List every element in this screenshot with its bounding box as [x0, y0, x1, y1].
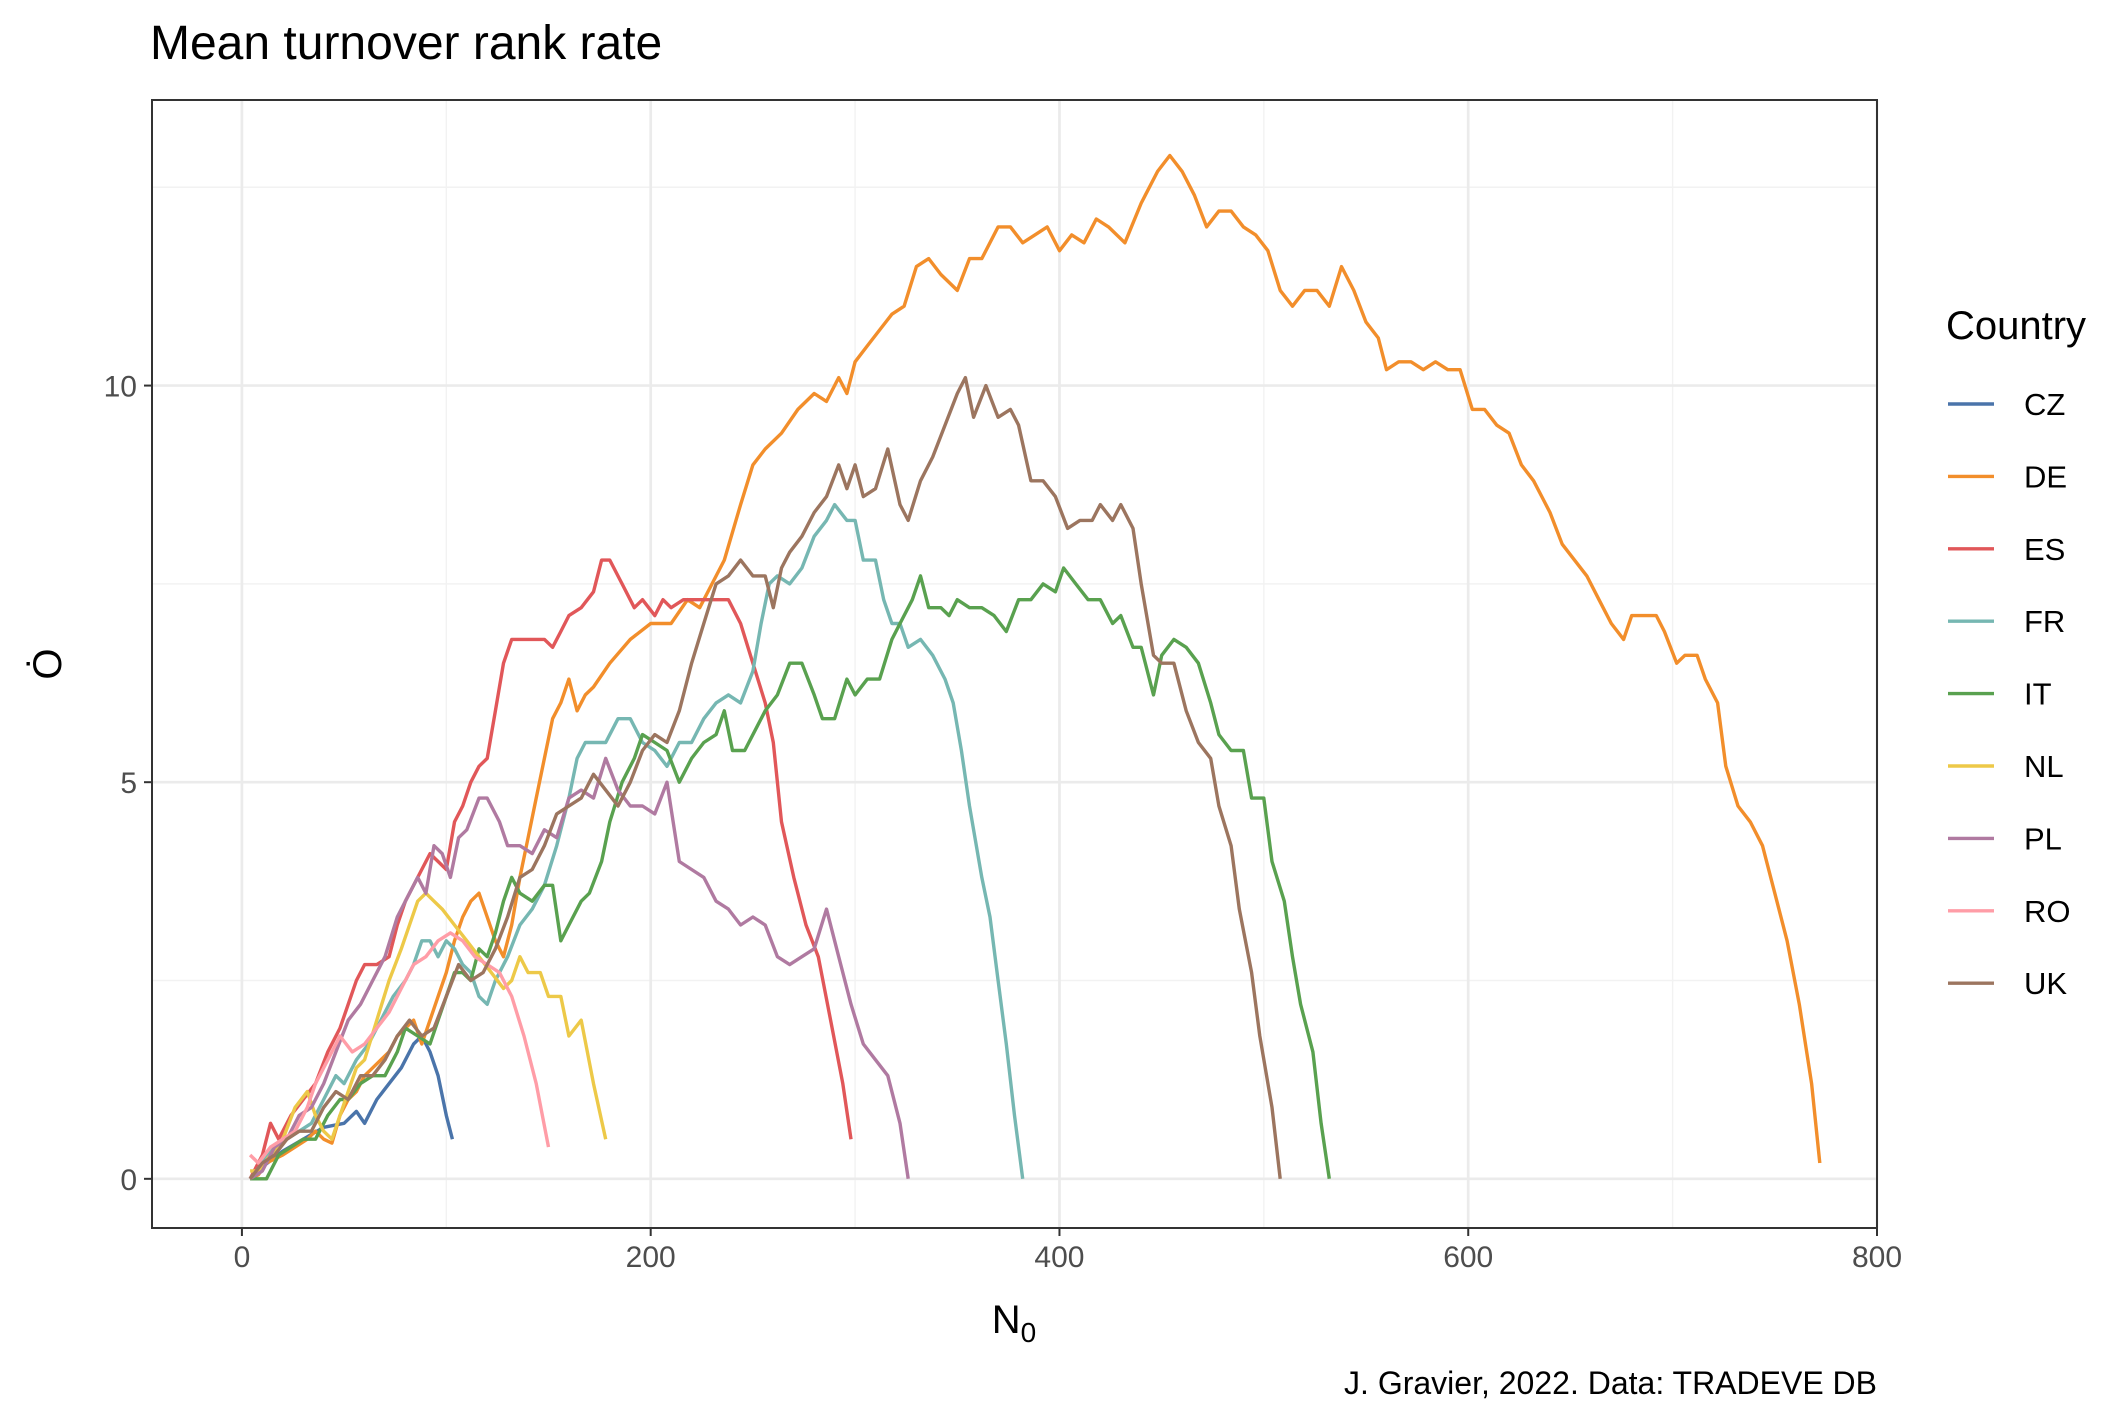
legend-label-cz: CZ [2024, 387, 2065, 422]
y-axis: 0 5 10 [104, 371, 152, 1197]
minor-gridlines [152, 100, 1877, 1228]
x-axis-title-subscript: 0 [1021, 1317, 1037, 1348]
x-tick-label: 0 [234, 1241, 251, 1274]
plot-panel [151, 99, 1879, 1229]
legend-label-uk: UK [2024, 966, 2067, 1001]
legend-label-nl: NL [2024, 749, 2064, 784]
legend-label-fr: FR [2024, 604, 2065, 639]
x-tick-label: 800 [1852, 1241, 1902, 1274]
x-axis-title: N0 [992, 1298, 1036, 1348]
series-line-nl [250, 891, 608, 1173]
x-axis-title-main: N [992, 1298, 1021, 1342]
legend-label-pl: PL [2024, 821, 2062, 856]
legend-label-de: DE [2024, 459, 2067, 494]
x-tick-label: 400 [1034, 1241, 1084, 1274]
legend-title: Country [1946, 304, 2086, 348]
legend-label-it: IT [2024, 677, 2052, 712]
series-line-fr [248, 502, 1025, 1180]
series-line-uk [248, 375, 1282, 1180]
legend-items: CZ DE ES FR IT NL PL RO UK [1948, 387, 2071, 1001]
legend-label-ro: RO [2024, 894, 2071, 929]
x-axis: 0 200 400 600 800 [234, 1228, 1902, 1274]
y-tick-label: 0 [120, 1164, 137, 1197]
series-line-ro [248, 931, 551, 1165]
series-line-pl [249, 756, 910, 1181]
y-axis-title: Ȯ [25, 648, 70, 679]
legend-label-es: ES [2024, 532, 2065, 567]
series-lines [248, 153, 1822, 1181]
series-line-es [248, 558, 853, 1180]
panel-background [152, 100, 1877, 1228]
panel-border [151, 99, 1878, 1229]
series-line-de [249, 153, 1822, 1181]
chart-title: Mean turnover rank rate [150, 17, 662, 70]
x-tick-label: 200 [626, 1241, 676, 1274]
legend: Country CZ DE ES FR IT NL PL RO UK [1946, 304, 2086, 1001]
y-tick-label: 5 [120, 767, 137, 800]
y-tick-label: 10 [104, 371, 137, 404]
x-tick-label: 600 [1443, 1241, 1493, 1274]
chart-caption: J. Gravier, 2022. Data: TRADEVE DB [1344, 1365, 1877, 1401]
